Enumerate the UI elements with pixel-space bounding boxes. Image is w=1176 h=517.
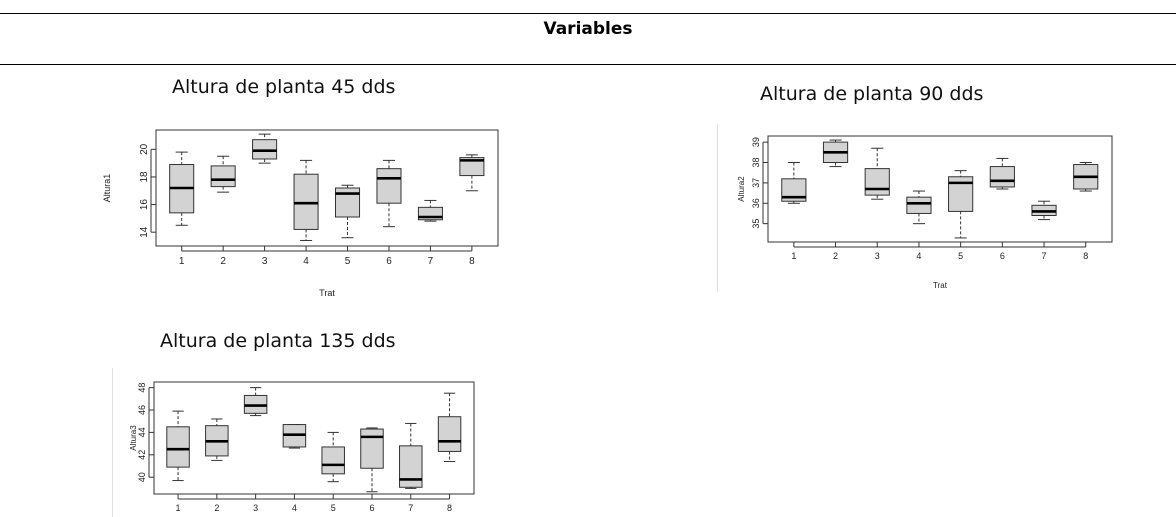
iqr-box (360, 428, 384, 469)
x-tick-label: 3 (253, 503, 258, 513)
x-tick-label: 3 (875, 251, 880, 261)
box-trat-5 (948, 170, 974, 239)
x-tick-label: 2 (214, 503, 219, 513)
x-tick-label: 4 (292, 503, 297, 513)
iqr-box (293, 173, 319, 230)
x-axis-label: Trat (933, 281, 948, 290)
box-trat-5 (321, 431, 345, 483)
iqr-box (166, 426, 190, 468)
x-tick-label: 1 (179, 256, 185, 267)
x-tick-label: 6 (369, 503, 374, 513)
y-tick-label: 48 (137, 383, 147, 393)
x-tick-label: 4 (916, 251, 921, 261)
x-tick-label: 8 (447, 503, 452, 513)
iqr-box (321, 446, 345, 475)
y-axis-label: Altura3 (129, 425, 138, 451)
box-trat-8 (1073, 162, 1099, 192)
x-tick-label: 2 (220, 256, 226, 267)
y-tick-label: 38 (751, 157, 761, 167)
box-trat-4 (293, 159, 319, 241)
x-tick-label: 5 (345, 256, 351, 267)
iqr-box (864, 168, 890, 196)
chart-title-45dds: Altura de planta 45 dds (172, 76, 396, 98)
image-edge (112, 368, 113, 517)
y-tick-label: 16 (139, 199, 150, 211)
box-trat-8 (437, 392, 462, 463)
y-tick-label: 40 (137, 472, 147, 482)
box-trat-1 (781, 162, 807, 204)
y-tick-label: 35 (751, 219, 761, 229)
x-tick-label: 7 (1042, 251, 1047, 261)
box-trat-2 (205, 418, 229, 461)
x-tick-label: 3 (262, 256, 268, 267)
box-trat-3 (243, 387, 268, 417)
box-trat-6 (989, 157, 1015, 190)
x-tick-label: 5 (958, 251, 963, 261)
x-tick-label: 8 (1083, 251, 1088, 261)
x-tick-label: 6 (1000, 251, 1005, 261)
box-trat-1 (166, 410, 190, 482)
x-tick-label: 2 (833, 251, 838, 261)
y-tick-label: 14 (139, 226, 150, 238)
box-trat-6 (360, 427, 384, 493)
x-tick-label: 1 (791, 251, 796, 261)
box-trat-8 (459, 154, 485, 192)
iqr-box (989, 166, 1015, 188)
chart-title-135dds: Altura de planta 135 dds (160, 330, 396, 352)
table-header: Variables (543, 19, 633, 39)
box-trat-2 (210, 155, 236, 193)
boxplot-altura1: 14 16 18 20 1 2 3 4 5 6 7 8 Trat Altura1 (102, 129, 499, 298)
x-axis-label: Trat (319, 288, 335, 298)
plot-frame (767, 135, 1113, 243)
y-tick-label: 36 (751, 198, 761, 208)
chart-title-90dds: Altura de planta 90 dds (760, 83, 984, 105)
y-tick-label: 18 (139, 171, 150, 183)
y-axis-label: Altura2 (737, 176, 746, 202)
x-tick-label: 1 (176, 503, 181, 513)
x-tick-label: 5 (331, 503, 336, 513)
y-axis-label: Altura1 (102, 174, 112, 203)
x-tick-label: 4 (303, 256, 309, 267)
iqr-box (459, 157, 485, 177)
iqr-box (437, 416, 462, 452)
iqr-box (376, 168, 402, 204)
box-trat-3 (252, 133, 278, 164)
box-trat-4 (906, 190, 932, 225)
iqr-box (252, 139, 278, 160)
box-trat-2 (822, 139, 849, 168)
y-tick-label: 44 (137, 427, 147, 437)
y-tick-label: 46 (137, 405, 147, 415)
box-trat-7 (417, 199, 443, 222)
iqr-box (781, 178, 807, 202)
boxplot-altura2: 35 36 37 38 39 1 2 3 4 5 6 7 8 Trat Altura2 (737, 135, 1113, 290)
box-trat-3 (864, 147, 890, 200)
x-tick-label: 8 (469, 256, 475, 267)
boxplot-altura3: 404244464812345678TratAltura3 (129, 381, 475, 513)
y-tick-label: 42 (137, 450, 147, 460)
x-tick-label: 7 (408, 503, 413, 513)
y-tick-label: 20 (139, 143, 150, 155)
plot-frame (153, 381, 475, 495)
iqr-box (906, 196, 932, 214)
box-trat-5 (334, 184, 361, 239)
table-top-rule (0, 13, 1176, 14)
box-trat-1 (169, 151, 195, 226)
table-header-rule (0, 64, 1176, 65)
box-trat-7 (399, 422, 423, 489)
box-trat-6 (376, 159, 402, 228)
y-tick-label: 37 (751, 178, 761, 188)
box-trat-7 (1031, 200, 1057, 221)
x-tick-label: 7 (428, 256, 434, 267)
iqr-box (399, 445, 423, 488)
x-tick-label: 6 (386, 256, 392, 267)
plot-frame (155, 129, 499, 247)
image-edge (717, 124, 718, 292)
box-trat-4 (282, 424, 307, 449)
iqr-box (210, 165, 236, 188)
y-tick-label: 39 (751, 137, 761, 147)
